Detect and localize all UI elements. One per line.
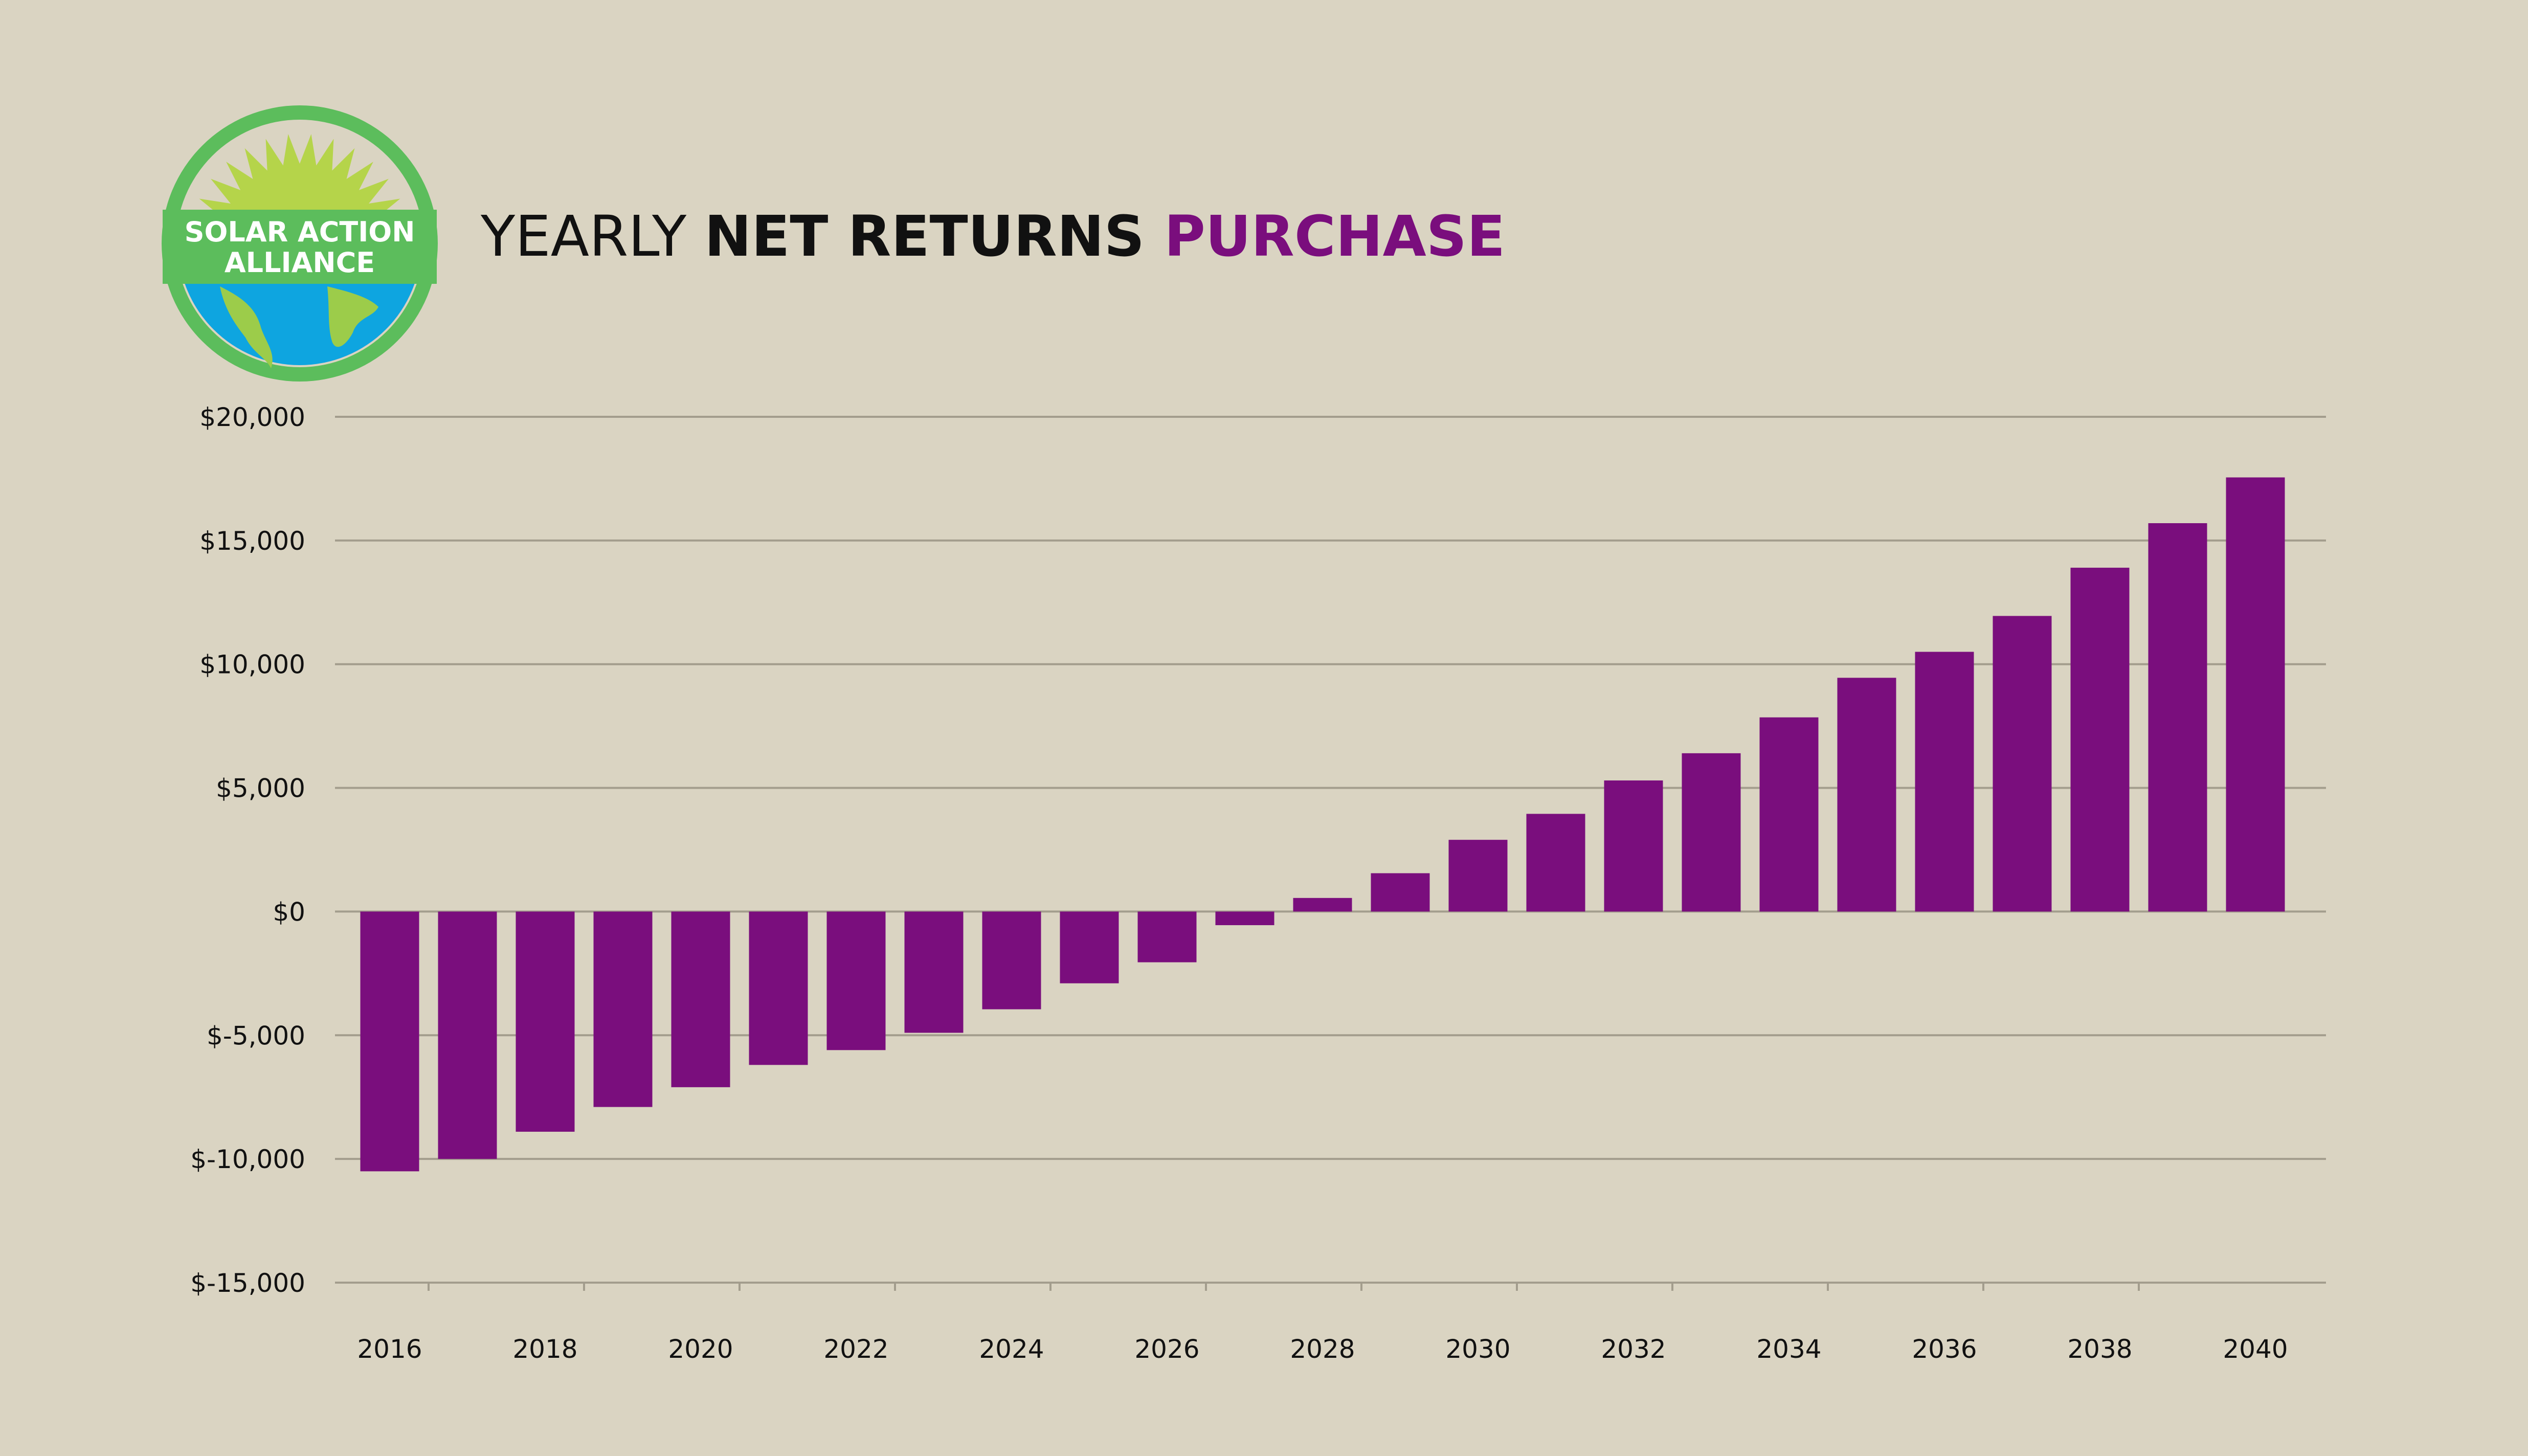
x-tick-label: 2034 [1756,1334,1821,1364]
logo-band [163,210,437,284]
globe-land-east [327,286,378,347]
bar-2031 [1526,814,1585,912]
sun-ray [244,148,270,183]
x-tick-label: 2040 [2223,1334,2288,1364]
logo-text-line2: ALLIANCE [225,247,375,279]
y-tick-label: $15,000 [199,526,305,556]
sun-ray [211,178,244,206]
bar-2037 [1993,616,2052,912]
bar-2033 [1682,753,1741,912]
chart-title-part: PURCHASE [1164,204,1505,269]
chart-title-part: YEARLY [480,204,704,269]
bar-2020 [671,911,730,1087]
bar-2026 [1137,911,1197,962]
bar-2029 [1371,873,1430,912]
x-tick-label: 2026 [1134,1334,1199,1364]
y-tick-label: $5,000 [216,774,305,803]
x-tick-label: 2036 [1912,1334,1977,1364]
sun-ray [282,134,301,169]
y-tick-label: $20,000 [199,402,305,432]
bar-2032 [1604,780,1663,912]
bar-2030 [1448,840,1508,912]
bar-2019 [593,911,653,1107]
y-axis-labels: $20,000 $15,000 $10,000 $5,000 $0 $-5,000 $-10… [190,402,305,1298]
bar-2018 [516,911,575,1132]
bar-2028 [1293,898,1352,912]
bar-2039 [2148,523,2207,912]
globe-land-west [220,286,273,368]
y-tick-label: $10,000 [199,650,305,680]
bar-2024 [982,911,1041,1010]
bar-2017 [438,911,497,1159]
y-tick-label: $0 [273,897,305,927]
x-tick-label: 2038 [2067,1334,2132,1364]
solar-action-alliance-logo: SOLAR ACTION ALLIANCE [162,105,438,382]
sun-ray [226,162,256,193]
bar-2034 [1759,717,1819,912]
bar-2025 [1060,911,1119,983]
sun-ray [298,134,317,169]
x-tick-label: 2024 [979,1334,1044,1364]
chart-title-part: NET RETURNS [704,204,1164,269]
x-tick-label: 2016 [357,1334,422,1364]
bar-2023 [904,911,964,1033]
x-tick-label: 2018 [512,1334,577,1364]
bar-2022 [826,911,886,1050]
sun-ray [355,178,389,206]
x-axis: 2016 2018 2020 2022 2024 2026 2028 2030 2032 2034… [357,1283,2288,1364]
sun-ray [314,139,334,174]
x-tick-label: 2032 [1601,1334,1666,1364]
chart-title: YEARLY NET RETURNS PURCHASE [480,204,1505,269]
x-tick-label: 2020 [668,1334,733,1364]
sun-ray [344,162,373,193]
x-tick-label: 2028 [1290,1334,1355,1364]
bar-2021 [749,911,808,1065]
x-tick-label: 2030 [1445,1334,1510,1364]
bar-2038 [2070,568,2130,912]
sun-ray [265,139,285,174]
sun-ray [329,148,355,183]
logo-text-line1: SOLAR ACTION [185,216,415,248]
x-tick-label: 2022 [823,1334,888,1364]
bar-2016 [360,911,419,1172]
bar-2035 [1837,678,1896,912]
bar-2036 [1915,652,1974,912]
bar-2040 [2226,477,2285,912]
y-tick-label: $-5,000 [207,1021,305,1050]
y-tick-label: $-15,000 [190,1268,305,1298]
bars [360,477,2285,1172]
bar-2027 [1215,911,1274,926]
y-tick-label: $-10,000 [190,1145,305,1174]
